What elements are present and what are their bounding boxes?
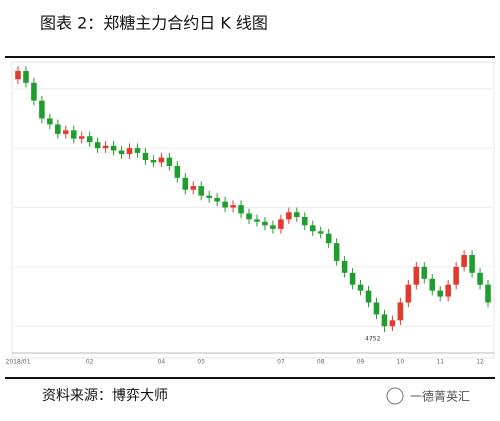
candle-body (413, 266, 420, 285)
candle-body (477, 272, 483, 285)
x-tick-label: 04 (158, 359, 166, 366)
candle-body (206, 195, 212, 198)
candle-body (62, 130, 69, 134)
candle-body (485, 284, 491, 303)
candle-body (182, 177, 189, 190)
candle-body (254, 219, 260, 222)
x-tick-label: 05 (197, 359, 205, 366)
x-tick-label: 02 (86, 359, 94, 366)
candle-body (126, 148, 133, 155)
candle-body (39, 100, 45, 119)
plot-area (11, 61, 495, 359)
x-tick-label: 11 (436, 359, 444, 366)
x-tick-label: 09 (357, 359, 365, 366)
candle-body (23, 70, 29, 83)
candle-body (78, 136, 85, 139)
candle-body (397, 302, 404, 321)
candle-body (341, 260, 348, 273)
candle-body (31, 82, 37, 101)
candle-body (309, 225, 316, 232)
candle-body (118, 150, 125, 155)
candle-body (158, 157, 165, 163)
candle-body (278, 219, 284, 229)
chart-title: 图表 2：郑糖主力合约日 K 线图 (40, 14, 268, 33)
candle-body (134, 148, 141, 153)
x-tick-label: 10 (397, 359, 405, 366)
x-tick-label: 08 (317, 359, 325, 366)
candle-body (262, 221, 268, 226)
candle-body (55, 124, 61, 134)
candle-body (294, 212, 300, 217)
candle-body (214, 198, 220, 202)
candle-body (389, 320, 396, 327)
candle-body (445, 284, 451, 297)
watermark: 一德菁英汇 (410, 389, 470, 404)
candle-body (110, 145, 117, 151)
candle-body (102, 145, 109, 149)
candle-body (150, 160, 157, 163)
candle-body (357, 284, 364, 291)
candle-body (325, 233, 332, 244)
candle-body (461, 255, 467, 267)
candle-body (373, 302, 380, 315)
source: 资料来源：博弈大师 (42, 387, 168, 404)
candle-body (166, 157, 173, 166)
x-tick-label: 07 (277, 359, 285, 366)
candle-body (190, 186, 197, 190)
candle-body (70, 130, 77, 139)
candle-body (301, 217, 308, 226)
candle-body (86, 136, 93, 143)
candle-body (333, 243, 340, 261)
x-tick-label: 2018/01 (6, 359, 31, 366)
candle-body (405, 284, 412, 303)
candle-body (469, 255, 475, 273)
candle-body (317, 231, 324, 234)
annotation: 4752 (365, 335, 380, 342)
candle-body (15, 70, 21, 80)
candle-body (47, 118, 53, 125)
candle-body (174, 165, 181, 178)
candle-body (381, 314, 388, 327)
candle-body (270, 225, 276, 229)
candle-body (453, 266, 459, 285)
candle-body (94, 142, 101, 149)
candle-body (437, 290, 444, 297)
candle-body (198, 186, 205, 196)
candle-body (142, 152, 149, 160)
candle-body (286, 212, 292, 220)
candle-body (365, 290, 372, 303)
candle-body (246, 213, 252, 220)
candle-body (230, 205, 236, 208)
watermark-icon (386, 387, 404, 405)
candle-body (238, 205, 244, 214)
candle-body (429, 278, 436, 291)
x-tick-label: 12 (476, 359, 484, 366)
candle-body (222, 201, 228, 208)
candle-body (421, 266, 428, 279)
candle-body (349, 272, 356, 285)
